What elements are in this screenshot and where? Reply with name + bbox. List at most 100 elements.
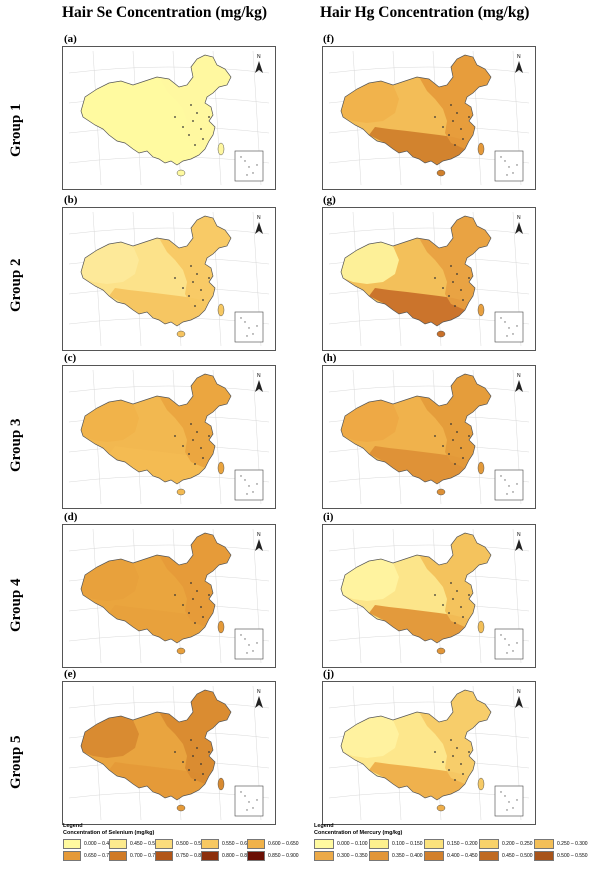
hg-legend-swatch <box>314 839 334 849</box>
se-legend-swatch <box>109 839 127 849</box>
hg-legend-item: 0.300 – 0.350 <box>314 851 369 861</box>
china-map-c: N <box>68 369 270 505</box>
se-legend-item: 0.000 – 0.450 <box>63 839 115 849</box>
china-map-b: N <box>68 211 270 347</box>
svg-text:N: N <box>257 689 261 695</box>
hg-legend-swatch <box>369 851 389 861</box>
panel-letter-i: (i) <box>323 511 334 523</box>
se-legend: Legend Concentration of Selenium (mg/kg)… <box>63 823 299 871</box>
hg-legend-swatch <box>534 851 554 861</box>
se-legend-item: 0.700 – 0.750 <box>109 851 161 861</box>
se-legend-item: 0.450 – 0.500 <box>109 839 161 849</box>
hg-legend-label: 0.200 – 0.250 <box>502 841 533 847</box>
hg-legend-item: 0.350 – 0.400 <box>369 851 424 861</box>
hg-legend-label: 0.000 – 0.100 <box>337 841 368 847</box>
north-arrow-icon: N <box>255 215 263 234</box>
north-arrow-icon: N <box>515 54 523 73</box>
panel-letter-d: (d) <box>64 511 78 523</box>
hg-legend-title: Concentration of Mercury (mg/kg) <box>314 830 403 836</box>
panel-letter-a: (a) <box>64 33 77 45</box>
hg-legend-item: 0.450 – 0.500 <box>479 851 534 861</box>
se-legend-label: 0.000 – 0.450 <box>84 841 115 847</box>
hg-legend-label: 0.350 – 0.400 <box>392 853 423 859</box>
north-arrow-icon: N <box>255 532 263 551</box>
se-legend-label: 0.450 – 0.500 <box>130 841 161 847</box>
se-legend-item: 0.600 – 0.650 <box>247 839 299 849</box>
se-legend-swatch <box>247 839 265 849</box>
se-legend-swatch <box>109 851 127 861</box>
hg-legend-item: 0.000 – 0.100 <box>314 839 369 849</box>
north-arrow-icon: N <box>255 373 263 392</box>
china-map-a: N <box>68 50 270 186</box>
panel-letter-h: (h) <box>323 352 337 364</box>
north-arrow-icon: N <box>255 689 263 708</box>
group-label-3: Group 3 <box>8 418 24 472</box>
china-map-e: N <box>68 685 270 821</box>
hg-legend-label: 0.500 – 0.550 <box>557 853 588 859</box>
svg-text:N: N <box>257 373 261 379</box>
map-panel-h: N <box>322 365 536 509</box>
se-legend-swatch <box>201 851 219 861</box>
hg-legend-swatch <box>424 839 444 849</box>
se-column-title: Hair Se Concentration (mg/kg) <box>62 4 268 21</box>
hg-legend-swatch <box>369 839 389 849</box>
panel-letter-b: (b) <box>64 194 78 206</box>
hg-legend-item: 0.400 – 0.450 <box>424 851 479 861</box>
se-legend-swatch <box>63 851 81 861</box>
se-legend-heading: Legend <box>63 823 83 829</box>
se-legend-label: 0.800 – 0.850 <box>222 853 253 859</box>
se-legend-label: 0.850 – 0.900 <box>268 853 299 859</box>
se-legend-label: 0.700 – 0.750 <box>130 853 161 859</box>
hg-legend-item: 0.500 – 0.550 <box>534 851 589 861</box>
se-legend-item: 0.550 – 0.600 <box>201 839 253 849</box>
panel-letter-f: (f) <box>323 33 334 45</box>
group-label-4: Group 4 <box>8 578 24 632</box>
se-legend-label: 0.650 – 0.700 <box>84 853 115 859</box>
se-legend-item: 0.750 – 0.800 <box>155 851 207 861</box>
group-label-5: Group 5 <box>8 735 24 789</box>
map-panel-e: N <box>62 681 276 825</box>
hg-legend-heading: Legend <box>314 823 334 829</box>
se-legend-item: 0.500 – 0.550 <box>155 839 207 849</box>
north-arrow-icon: N <box>515 532 523 551</box>
se-legend-swatch <box>155 851 173 861</box>
panel-letter-j: (j) <box>323 668 334 680</box>
panel-letter-c: (c) <box>64 352 77 364</box>
hg-legend-label: 0.450 – 0.500 <box>502 853 533 859</box>
se-legend-swatch <box>247 851 265 861</box>
se-legend-item: 0.800 – 0.850 <box>201 851 253 861</box>
map-panel-d: N <box>62 524 276 668</box>
china-map-g: N <box>328 211 530 347</box>
hg-legend-swatch <box>534 839 554 849</box>
svg-text:N: N <box>517 54 521 60</box>
north-arrow-icon: N <box>515 215 523 234</box>
hg-legend-swatch <box>314 851 334 861</box>
se-legend-item: 0.850 – 0.900 <box>247 851 299 861</box>
se-legend-label: 0.550 – 0.600 <box>222 841 253 847</box>
se-legend-label: 0.500 – 0.550 <box>176 841 207 847</box>
svg-text:N: N <box>517 532 521 538</box>
map-panel-f: N <box>322 46 536 190</box>
china-map-h: N <box>328 369 530 505</box>
china-map-j: N <box>328 685 530 821</box>
hg-legend: Legend Concentration of Mercury (mg/kg) … <box>314 823 590 871</box>
hg-legend-item: 0.250 – 0.300 <box>534 839 589 849</box>
svg-text:N: N <box>257 215 261 221</box>
svg-text:N: N <box>517 215 521 221</box>
se-legend-title: Concentration of Selenium (mg/kg) <box>63 830 155 836</box>
svg-text:N: N <box>517 373 521 379</box>
map-panel-c: N <box>62 365 276 509</box>
hg-legend-label: 0.300 – 0.350 <box>337 853 368 859</box>
hg-legend-item: 0.100 – 0.150 <box>369 839 424 849</box>
group-label-2: Group 2 <box>8 258 24 312</box>
hg-legend-label: 0.150 – 0.200 <box>447 841 478 847</box>
map-panel-i: N <box>322 524 536 668</box>
china-map-i: N <box>328 528 530 664</box>
hg-legend-label: 0.250 – 0.300 <box>557 841 588 847</box>
map-panel-a: N <box>62 46 276 190</box>
north-arrow-icon: N <box>515 689 523 708</box>
se-legend-swatch <box>63 839 81 849</box>
hg-legend-swatch <box>479 839 499 849</box>
group-label-1: Group 1 <box>8 103 24 157</box>
svg-text:N: N <box>257 54 261 60</box>
